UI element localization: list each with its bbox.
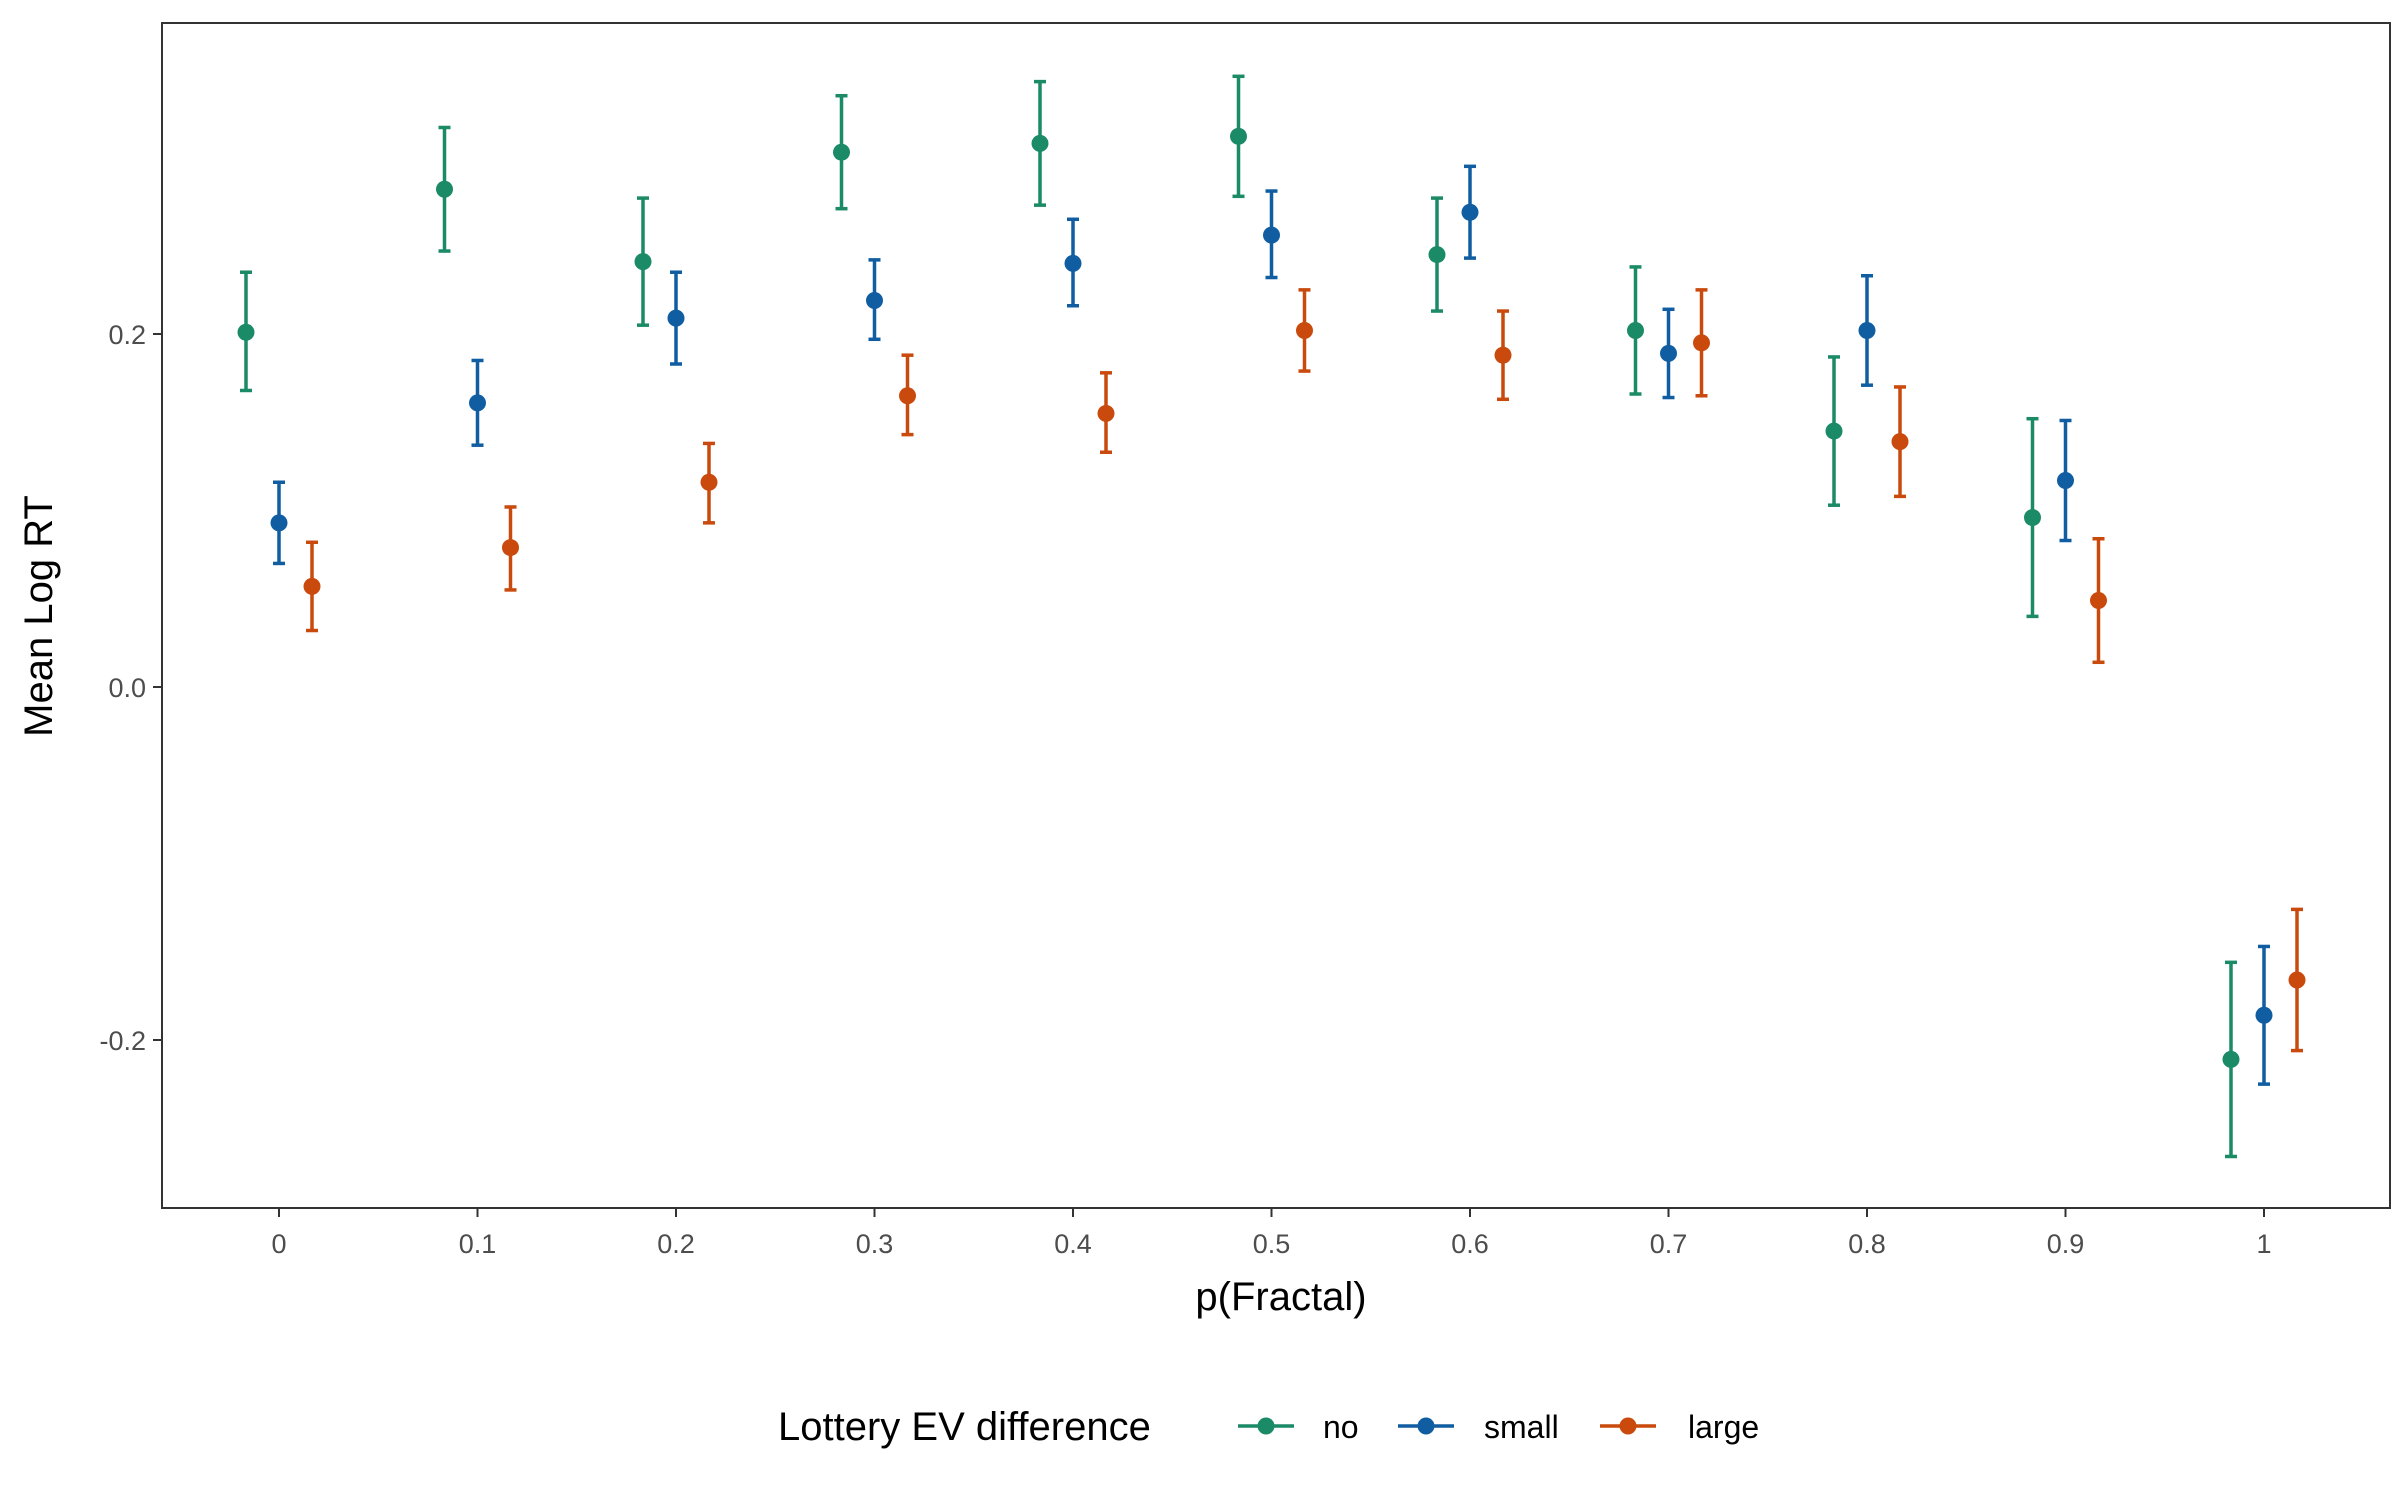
series-layer — [237, 74, 2306, 1159]
data-point — [2222, 1050, 2240, 1068]
x-tick-label: 0.2 — [657, 1229, 695, 1259]
data-point — [469, 394, 486, 412]
data-point — [1031, 134, 1049, 152]
data-point — [1097, 404, 1115, 422]
legend-key-point — [1257, 1417, 1275, 1435]
legend-label: no — [1323, 1409, 1359, 1445]
series-small — [270, 164, 2273, 1086]
data-point — [2090, 592, 2107, 610]
legend-label: large — [1688, 1409, 1759, 1445]
data-point — [634, 253, 652, 271]
data-point — [1230, 127, 1247, 145]
data-point — [1494, 346, 1512, 364]
x-tick-label: 0.4 — [1054, 1229, 1092, 1259]
series-large — [303, 288, 2306, 1053]
x-tick-label: 0.3 — [856, 1229, 894, 1259]
data-point — [1428, 246, 1446, 264]
data-point — [1627, 321, 1644, 339]
y-tick-label: 0.0 — [108, 673, 146, 703]
data-point — [833, 143, 850, 161]
data-point — [667, 309, 685, 327]
y-tick-label: 0.2 — [108, 320, 146, 350]
data-point — [1296, 321, 1313, 339]
data-point — [1858, 321, 1876, 339]
data-point — [502, 539, 519, 557]
data-point — [237, 323, 255, 341]
x-tick-label: 0.6 — [1451, 1229, 1489, 1259]
x-tick-label: 0.1 — [459, 1229, 497, 1259]
data-point — [303, 577, 321, 595]
legend-key-point — [1417, 1417, 1435, 1435]
data-point — [700, 473, 718, 491]
y-axis: -0.2 0.0 0.2 — [99, 320, 162, 1056]
y-tick-label: -0.2 — [99, 1026, 146, 1056]
y-axis-title: Mean Log RT — [17, 495, 61, 737]
series-no — [237, 74, 2240, 1159]
legend-key-point — [1619, 1417, 1637, 1435]
data-point — [1064, 254, 1082, 272]
x-tick-label: 0.9 — [2047, 1229, 2085, 1259]
data-point — [2288, 971, 2306, 989]
x-tick-label: 1 — [2256, 1229, 2271, 1259]
data-point — [436, 180, 453, 198]
data-point — [1693, 334, 1710, 352]
data-point — [1891, 433, 1909, 451]
data-point — [2057, 471, 2074, 489]
x-tick-label: 0.8 — [1848, 1229, 1886, 1259]
x-tick-label: 0.5 — [1253, 1229, 1291, 1259]
data-point — [1461, 203, 1479, 221]
data-point — [899, 387, 916, 405]
legend-title: Lottery EV difference — [778, 1405, 1151, 1449]
data-point — [1263, 226, 1280, 244]
data-point — [270, 514, 288, 532]
x-tick-label: 0.7 — [1650, 1229, 1688, 1259]
x-axis-title: p(Fractal) — [1195, 1275, 1366, 1319]
data-point — [2255, 1006, 2273, 1024]
data-point — [1825, 422, 1843, 440]
data-point — [1660, 344, 1677, 362]
legend-label: small — [1484, 1409, 1559, 1445]
legend: Lottery EV difference no small large — [778, 1405, 1759, 1449]
x-axis: 0 0.1 0.2 0.3 0.4 0.5 0.6 0.7 0.8 0.9 1 — [271, 1208, 2272, 1259]
plot-panel — [161, 22, 2391, 1209]
x-tick-label: 0 — [271, 1229, 286, 1259]
data-point — [866, 291, 883, 309]
data-point — [2024, 509, 2041, 527]
